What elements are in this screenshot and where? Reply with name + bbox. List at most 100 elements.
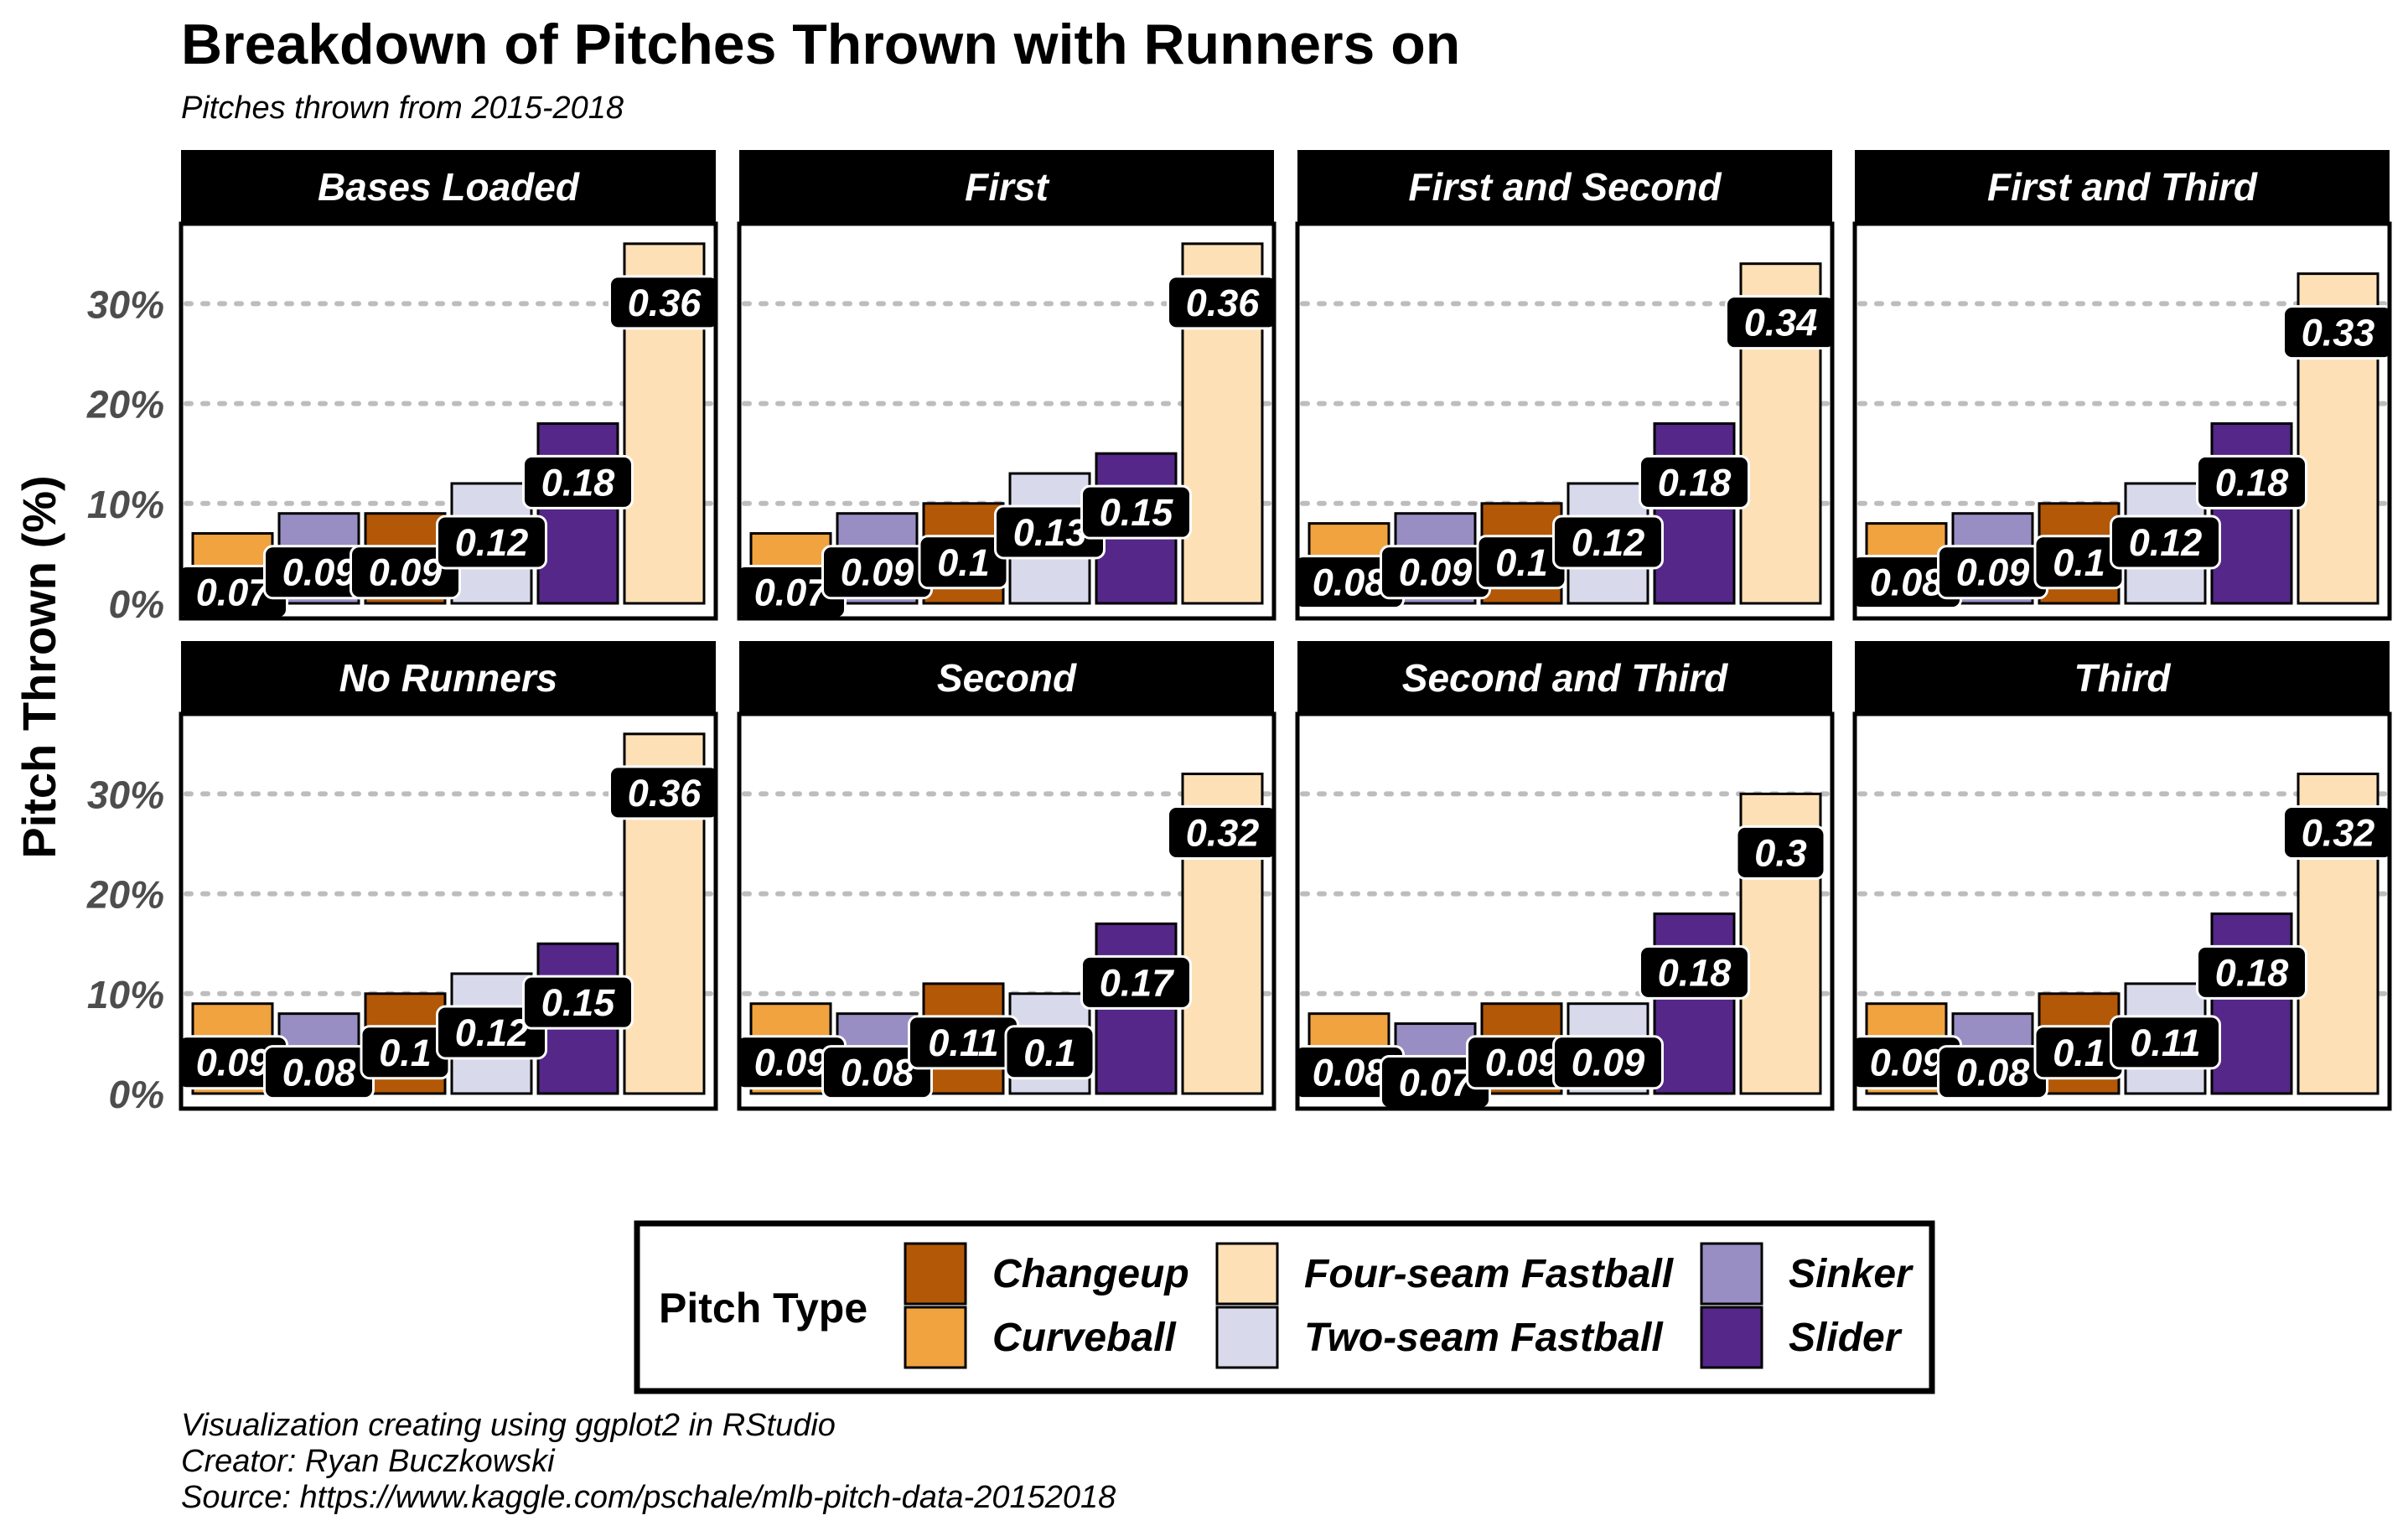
chart-title: Breakdown of Pitches Thrown with Runners… [181,13,1461,76]
y-axis-title: Pitch Thrown (%) [13,475,65,858]
value-label-text: 0.12 [2129,521,2203,564]
legend: Pitch Type Changeup Curveball Four-seam Fas… [634,1220,1935,1394]
value-label-text: 0.09 [1870,1042,1944,1084]
panel-first: First 0.07 0.09 0.1 0.13 0.15 0.36 [735,150,1278,621]
value-label: 0.09 [1380,545,1491,600]
value-label-text: 0.3 [1754,831,1807,874]
value-label-text: 0.36 [628,772,702,815]
value-label-text: 0.08 [1313,561,1386,604]
strip-background [1297,150,1832,224]
value-label-text: 0.08 [841,1052,914,1094]
panel-border [1852,221,2392,621]
value-label: 0.09 [735,1035,847,1090]
value-label: 0.17 [1080,954,1192,1010]
value-label-text: 0.18 [1658,951,1732,994]
caption-visualization-note: Visualization creating using ggplot2 in … [181,1408,836,1443]
strip-background [1297,641,1832,715]
legend-entry-slider: Slider [1700,1306,1903,1369]
value-label-text: 0.32 [2302,812,2375,855]
value-label: 0.09 [263,545,375,600]
bar-slider [2210,912,2293,1095]
value-label: 0.09 [821,545,933,600]
legend-key-slider [1700,1306,1763,1369]
legend-label-sinker: Sinker [1789,1252,1913,1296]
value-label: 0.07 [1380,1055,1491,1110]
value-label-text: 0.13 [1013,511,1087,554]
value-label: 0.09 [1552,1035,1664,1090]
y-tick-label: 30% [87,282,164,326]
panel-border [737,221,1276,621]
value-label-text: 0.09 [1485,1042,1559,1084]
value-label: 0.1 [1476,535,1567,590]
legend-entry-two-seam-fastball: Two-seam Fastball [1215,1306,1664,1369]
strip-background [181,641,716,715]
y-tick-label: 0% [109,582,164,626]
value-label-text: 0.36 [628,282,702,324]
value-label-text: 0.07 [196,571,272,614]
value-label: 0.15 [1080,484,1192,540]
value-label-text: 0.08 [282,1052,356,1094]
value-label-text: 0.08 [1313,1052,1386,1094]
value-label-text: 0.09 [1399,551,1473,594]
value-label: 0.12 [2110,515,2221,570]
legend-label-changeup: Changeup [992,1252,1189,1296]
value-label: 0.15 [522,975,634,1030]
strip-label-second-and-third: Second and Third [1402,656,1728,700]
value-label: 0.08 [1937,1045,2048,1100]
value-label-text: 0.08 [1870,561,1944,604]
y-tick-label: 10% [87,973,164,1016]
legend-entry-curveball: Curveball [904,1306,1177,1369]
value-label-text: 0.1 [379,1032,432,1074]
value-label-text: 0.33 [2302,312,2375,354]
value-label: 0.18 [1639,454,1750,509]
strip-background [739,150,1274,224]
y-tick-label: 20% [86,873,164,917]
legend-label-slider: Slider [1789,1316,1903,1360]
value-label: 0.09 [350,545,461,600]
strip-background [739,641,1274,715]
bar-slider [1653,421,1736,605]
value-label-text: 0.18 [2215,461,2289,504]
value-label-text: 0.09 [754,1042,828,1084]
y-tick-label: 0% [109,1073,164,1116]
panel-border [1852,711,2392,1111]
legend-key-curveball [904,1306,967,1369]
panel-no-runners: No Runners 0.09 0.08 0.1 0.12 0.15 0.36 [177,641,720,1111]
panel-border [1295,221,1835,621]
value-label-text: 0.12 [455,521,529,564]
value-label: 0.32 [1167,805,1278,861]
value-label-text: 0.09 [196,1042,270,1084]
legend-key-two-seam-fastball [1215,1306,1279,1369]
bar-slider [536,421,619,605]
value-label: 0.1 [1004,1025,1095,1080]
value-label: 0.08 [1293,555,1405,610]
panel-border [179,221,718,621]
bar-slider [1653,912,1736,1095]
strip-background [181,150,716,224]
value-label: 0.12 [1552,515,1664,570]
value-label-text: 0.18 [2215,951,2289,994]
value-label: 0.36 [608,765,720,820]
value-label-text: 0.07 [754,571,830,614]
chart-subtitle: Pitches thrown from 2015-2018 [181,91,624,126]
legend-title: Pitch Type [659,1285,867,1332]
panel-second-and-third: Second and Third 0.08 0.07 0.09 0.09 0.18 0.3 [1293,641,1835,1111]
value-label-text: 0.09 [1572,1042,1645,1084]
panel-border [1295,711,1835,1111]
value-label-text: 0.17 [1100,961,1175,1004]
value-label: 0.18 [2196,944,2307,1000]
value-label: 0.07 [735,565,847,620]
value-label-text: 0.09 [282,551,356,594]
value-label: 0.18 [1639,944,1750,1000]
value-label: 0.13 [994,504,1106,560]
value-label: 0.11 [908,1015,1019,1070]
legend-entry-sinker: Sinker [1700,1242,1913,1306]
value-label-text: 0.08 [1956,1052,2030,1094]
value-label-text: 0.18 [541,461,615,504]
value-label-text: 0.18 [1658,461,1732,504]
value-label: 0.12 [436,515,547,570]
value-label-text: 0.15 [1100,491,1174,534]
